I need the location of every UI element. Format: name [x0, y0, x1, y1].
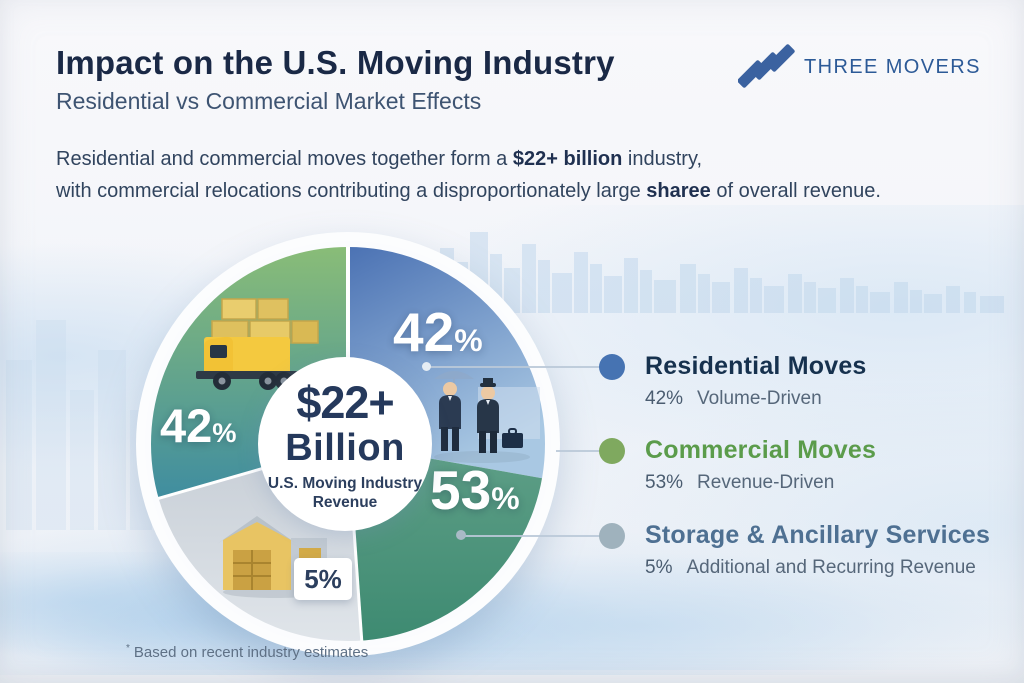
connector-line-storage — [462, 535, 612, 537]
intro-line-1: Residential and commercial moves togethe… — [56, 148, 703, 170]
legend-dot-storage — [599, 523, 625, 549]
moving-truck-illustration — [196, 298, 319, 390]
legend-dot-residential — [599, 354, 625, 380]
legend-item-commercial: Commercial Moves 53% Revenue-Driven — [645, 435, 1015, 494]
brand-logo: THREE MOVERS — [738, 44, 981, 90]
legend-sub-residential: 42% Volume-Driven — [645, 388, 822, 409]
page-subtitle: Residential vs Commercial Market Effects — [56, 88, 482, 114]
connector-dot-residential — [422, 362, 431, 371]
legend-sub-commercial: 53% Revenue-Driven — [645, 472, 835, 493]
slice-value-residential: 42% — [393, 301, 483, 363]
legend-title-residential: Residential Moves — [645, 352, 867, 380]
slice-value-commercial: 53% — [430, 459, 520, 521]
three-movers-logo-icon — [738, 44, 795, 88]
center-value: $22+ — [296, 377, 394, 428]
connector-line-residential — [428, 366, 611, 368]
page-title: Impact on the U.S. Moving Industry — [56, 44, 615, 81]
legend-item-residential: Residential Moves 42% Volume-Driven — [645, 351, 1015, 410]
connector-dot-storage — [456, 530, 466, 540]
slice-value-storage: 5% — [294, 558, 352, 600]
pie-outer-rim — [145, 241, 551, 647]
legend-title-commercial: Commercial Moves — [645, 436, 877, 464]
center-unit: Billion — [285, 427, 405, 469]
connector-line-commercial — [556, 450, 611, 452]
intro-line-2: with commercial relocations contributing… — [56, 180, 881, 202]
pie-center-label: $22+ Billion U.S. Moving Industry Revenu… — [258, 357, 432, 531]
slice-value-residential-left: 42% — [160, 399, 237, 452]
legend-sub-storage: 5% Additional and Recurring Revenue — [645, 557, 976, 578]
intro-paragraph: Residential and commercial moves togethe… — [56, 143, 881, 207]
businessmen-illustration — [434, 371, 540, 463]
legend-dot-commercial — [599, 438, 625, 464]
brand-name: THREE MOVERS — [804, 55, 981, 78]
center-caption: U.S. Moving Industry Revenue — [267, 475, 423, 511]
legend-item-storage: Storage & Ancillary Services 5% Additiona… — [645, 520, 1015, 579]
footnote: * Based on recent industry estimates — [126, 643, 369, 661]
legend-title-storage: Storage & Ancillary Services — [645, 521, 991, 549]
city-skyline-left-illustration — [6, 320, 152, 530]
